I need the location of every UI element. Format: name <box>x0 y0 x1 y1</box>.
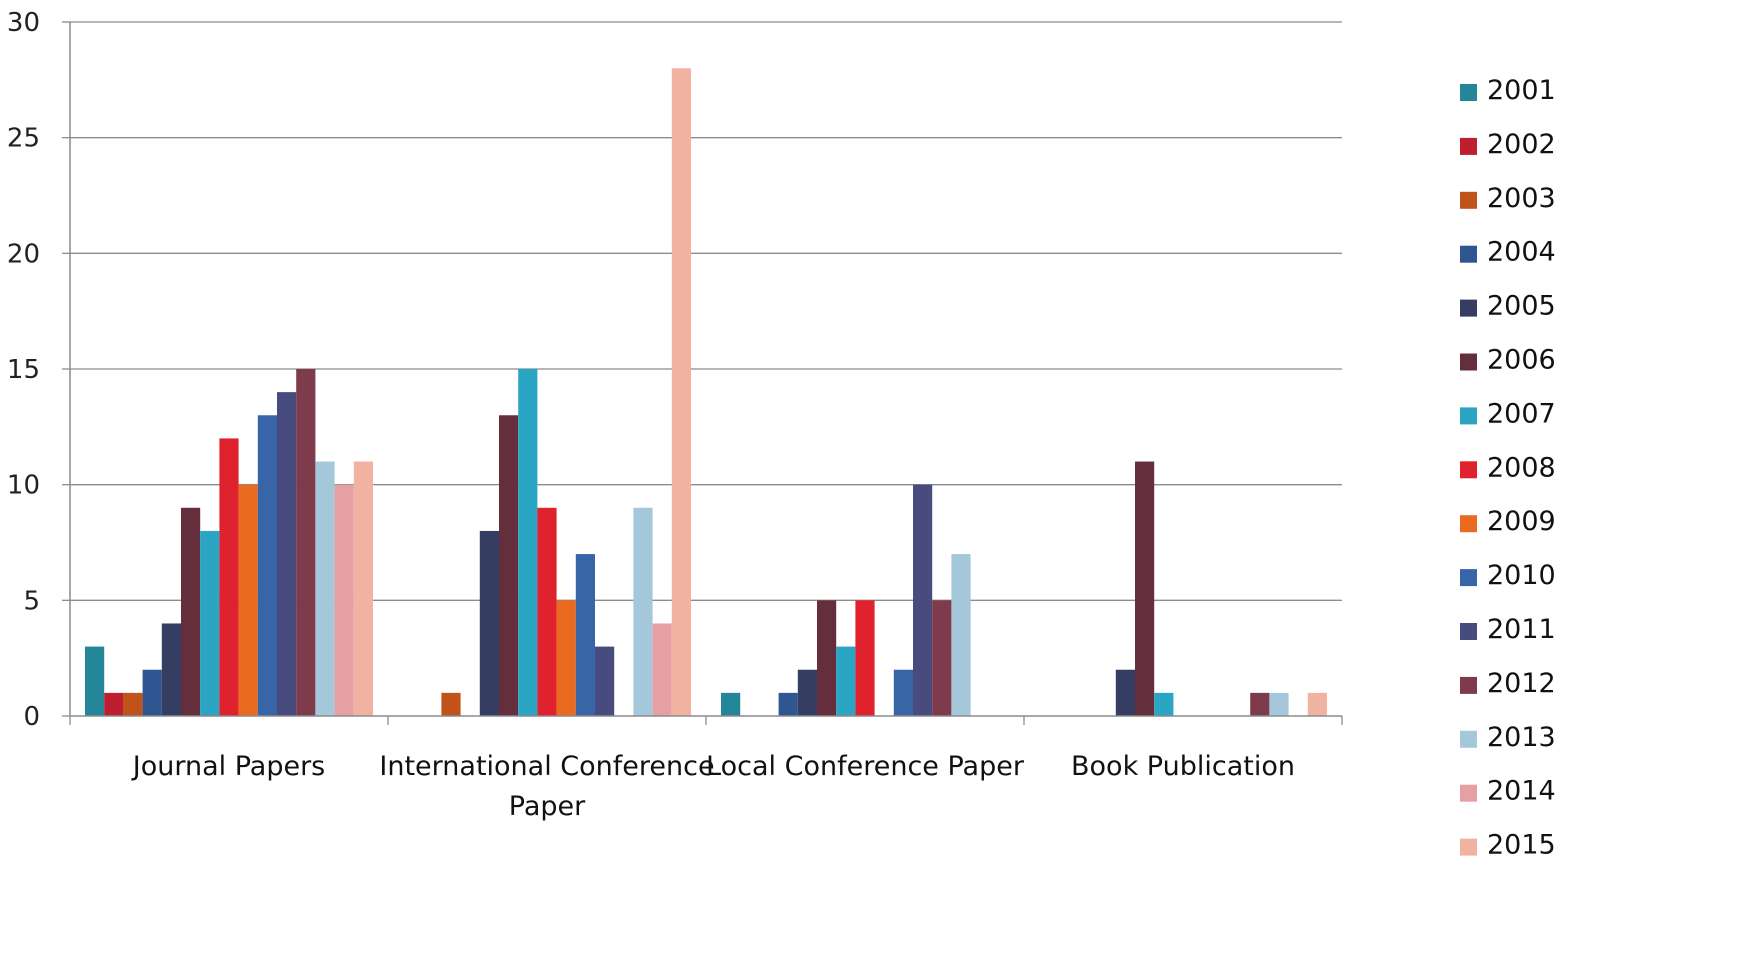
y-tick-label: 5 <box>23 586 40 616</box>
legend-label: 2012 <box>1487 668 1556 699</box>
bar-2005: 2005: 2 <box>1116 670 1135 716</box>
legend-label: 2014 <box>1487 776 1556 807</box>
legend-swatch <box>1460 515 1477 532</box>
bar-2007: 2007: 15 <box>518 369 537 716</box>
y-axis-ticks: 0 5 10 15 20 25 30 <box>7 8 70 732</box>
bar-2002: 2002: 1 <box>104 693 123 716</box>
legend-label: 2010 <box>1487 560 1556 591</box>
bar-2015: 2015: 28 <box>672 68 691 716</box>
bar-2011: 2011: 3 <box>595 647 614 716</box>
bar-2006: 2006: 9 <box>181 508 200 716</box>
legend-swatch <box>1460 246 1477 263</box>
bar-2012: 2012: 5 <box>932 600 951 716</box>
y-tick-label: 20 <box>7 239 40 269</box>
legend-label: 2004 <box>1487 237 1556 268</box>
bar-2013: 2013: 11 <box>315 462 334 716</box>
bar-2003: 2003: 1 <box>441 693 460 716</box>
category-label: Book Publication <box>1071 751 1295 782</box>
legend-swatch <box>1460 192 1477 209</box>
legend-swatch <box>1460 569 1477 586</box>
bar-2006: 2006: 13 <box>499 415 518 716</box>
legend-label: 2001 <box>1487 75 1556 106</box>
category-label: Journal Papers <box>131 751 326 782</box>
bar-2010: 2010: 13 <box>258 415 277 716</box>
bar-2008: 2008: 12 <box>219 438 238 716</box>
bar-2014: 2014: 10 <box>335 485 354 716</box>
y-tick-label: 0 <box>23 702 40 732</box>
category-label: International Conference Paper <box>379 751 714 822</box>
bar-2014: 2014: 4 <box>653 623 672 716</box>
bar-2013: 2013: 1 <box>1269 693 1288 716</box>
legend-swatch <box>1460 461 1477 478</box>
y-tick-label: 15 <box>7 355 40 385</box>
y-tick-label: 30 <box>7 8 40 38</box>
bar-2011: 2011: 10 <box>913 485 932 716</box>
legend-swatch <box>1460 623 1477 640</box>
legend-label: 2008 <box>1487 452 1556 483</box>
bar-2007: 2007: 3 <box>836 647 855 716</box>
legend-label: 2009 <box>1487 506 1556 537</box>
bar-2007: 2007: 8 <box>200 531 219 716</box>
bar-2007: 2007: 1 <box>1154 693 1173 716</box>
legend-label: 2005 <box>1487 291 1556 322</box>
bar-2013: 2013: 7 <box>951 554 970 716</box>
legend-swatch <box>1460 138 1477 155</box>
legend-label: 2002 <box>1487 129 1556 160</box>
legend-label: 2003 <box>1487 183 1556 214</box>
legend-label: 2011 <box>1487 614 1556 645</box>
bar-2015: 2015: 11 <box>354 462 373 716</box>
bar-2015: 2015: 1 <box>1308 693 1327 716</box>
bar-2001: 2001: 1 <box>721 693 740 716</box>
legend-label: 2007 <box>1487 398 1556 429</box>
bar-2012: 2012: 15 <box>296 369 315 716</box>
bar-2009: 2009: 5 <box>557 600 576 716</box>
bar-2005: 2005: 2 <box>798 670 817 716</box>
legend-swatch <box>1460 354 1477 371</box>
bar-2003: 2003: 1 <box>123 693 142 716</box>
bar-2004: 2004: 2 <box>143 670 162 716</box>
legend-swatch <box>1460 300 1477 317</box>
bar-2008: 2008: 9 <box>537 508 556 716</box>
bar-2010: 2010: 2 <box>894 670 913 716</box>
bar-2012: 2012: 1 <box>1250 693 1269 716</box>
bar-2010: 2010: 7 <box>576 554 595 716</box>
bar-2001: 2001: 3 <box>85 647 104 716</box>
bar-2005: 2005: 4 <box>162 623 181 716</box>
legend-swatch <box>1460 677 1477 694</box>
bar-2004: 2004: 1 <box>779 693 798 716</box>
category-labels: Journal Papers International Conference Pa… <box>131 751 1295 822</box>
bar-2009: 2009: 10 <box>239 485 258 716</box>
bar-2011: 2011: 14 <box>277 392 296 716</box>
legend-swatch <box>1460 785 1477 802</box>
y-tick-label: 25 <box>7 124 40 154</box>
legend-swatch <box>1460 839 1477 856</box>
category-label: Local Conference Paper <box>706 751 1025 782</box>
bar-2013: 2013: 9 <box>633 508 652 716</box>
legend: 2001 2002 2003 2004 2005 2006 2007 2008 2009 2010… <box>1460 75 1556 861</box>
legend-swatch <box>1460 731 1477 748</box>
legend-label: 2013 <box>1487 722 1556 753</box>
y-tick-label: 10 <box>7 471 40 501</box>
legend-label: 2015 <box>1487 830 1556 861</box>
legend-label: 2006 <box>1487 345 1556 376</box>
bar-2005: 2005: 8 <box>480 531 499 716</box>
legend-swatch <box>1460 407 1477 424</box>
bar-2006: 2006: 11 <box>1135 462 1154 716</box>
bar-2008: 2008: 5 <box>855 600 874 716</box>
legend-swatch <box>1460 84 1477 101</box>
bar-2006: 2006: 5 <box>817 600 836 716</box>
